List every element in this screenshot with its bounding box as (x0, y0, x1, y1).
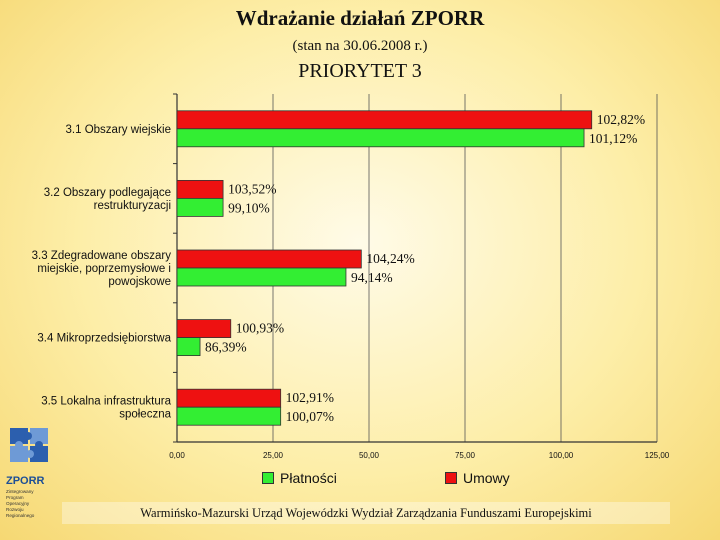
x-tick-label: 25,00 (263, 451, 284, 460)
legend-label-platnosci: Płatności (280, 470, 337, 486)
data-label-umowy: 103,52% (228, 181, 276, 196)
bar-umowy (176, 179, 224, 199)
x-tick-label: 100,00 (549, 451, 574, 460)
logo-line: Program (6, 495, 24, 500)
data-label-umowy: 100,93% (236, 321, 284, 336)
category-label: 3.2 Obszary podlegające restrukturyzacji (44, 187, 171, 212)
data-label-umowy: 102,91% (286, 390, 334, 405)
category-label: 3.3 Zdegradowane obszary miejskie, poprze… (32, 250, 172, 288)
bar-umowy (176, 249, 362, 269)
bar-platnosci (176, 267, 347, 287)
logo-line: Zintegrowany (6, 489, 34, 494)
data-label-platnosci: 94,14% (351, 270, 393, 285)
legend-label-umowy: Umowy (463, 470, 510, 486)
legend-item-umowy: Umowy (445, 470, 510, 486)
bar-umowy (176, 110, 593, 130)
chart-subtitle: (stan na 30.06.2008 r.) (292, 38, 428, 54)
priority-heading: PRIORYTET 3 (298, 60, 422, 82)
legend-item-platnosci: Płatności (262, 470, 337, 486)
bar-platnosci (176, 197, 224, 217)
bar-umowy (176, 319, 232, 339)
logo-line: Operacyjny (6, 501, 30, 506)
category-label: 3.5 Lokalna infrastruktura społeczna (41, 396, 171, 421)
bar-umowy (176, 388, 282, 408)
footer-text: Warmińsko-Mazurski Urząd Wojewódzki Wydz… (62, 502, 670, 524)
zporr-logo: ZPORR Zintegrowany Program Operacyjny Ro… (6, 424, 62, 519)
category-label: 3.4 Mikroprzedsiębiorstwa (37, 333, 171, 345)
legend-swatch-umowy (445, 472, 457, 484)
data-label-platnosci: 86,39% (205, 340, 247, 355)
bar-chart: 0,00 25,00 50,00 75,00 100,00 125,00 3.1 Obsza… (32, 93, 670, 460)
logo-line: Regionalnego (6, 513, 35, 518)
data-label-umowy: 102,82% (597, 112, 645, 127)
data-label-platnosci: 99,10% (228, 200, 270, 215)
data-label-platnosci: 101,12% (589, 131, 637, 146)
data-label-platnosci: 100,07% (286, 409, 334, 424)
bar-platnosci (176, 406, 282, 426)
x-tick-label: 50,00 (359, 451, 380, 460)
bar-platnosci (176, 128, 585, 148)
legend-swatch-platnosci (262, 472, 274, 484)
x-tick-label: 0,00 (169, 451, 185, 460)
x-tick-label: 75,00 (455, 451, 476, 460)
logo-name: ZPORR (6, 475, 45, 487)
logo-line: Rozwoju (6, 507, 24, 512)
category-label: 3.1 Obszary wiejskie (66, 124, 171, 136)
bar-platnosci (176, 337, 201, 357)
data-label-umowy: 104,24% (366, 251, 414, 266)
chart-legend: Płatności Umowy (0, 470, 720, 490)
puzzle-logo-icon (10, 428, 48, 462)
x-tick-label: 125,00 (645, 451, 670, 460)
logo-caption: Zintegrowany Program Operacyjny Rozwoju … (6, 489, 62, 519)
chart-title: Wdrażanie działań ZPORR (235, 6, 485, 30)
